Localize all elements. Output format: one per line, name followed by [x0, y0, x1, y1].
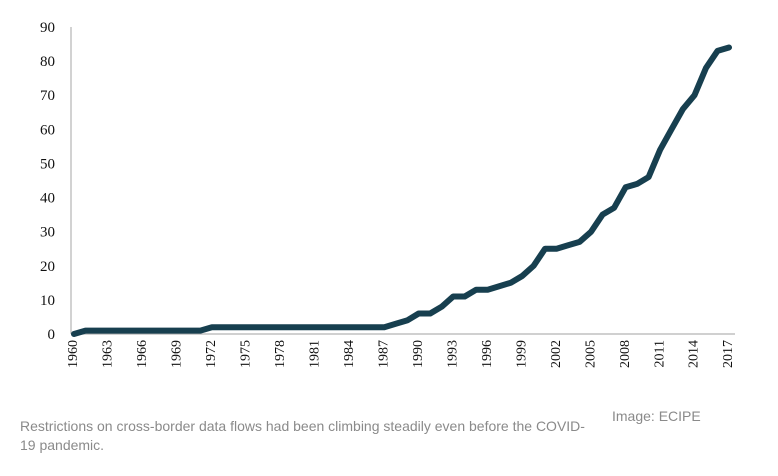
x-tick-label: 1963 — [101, 340, 116, 368]
y-tick-label: 60 — [40, 122, 55, 138]
y-tick-label: 70 — [40, 88, 55, 104]
y-tick-label: 40 — [40, 191, 55, 207]
y-tick-label: 80 — [40, 54, 55, 70]
x-tick-label: 1987 — [376, 340, 391, 368]
y-tick-label: 50 — [40, 156, 55, 172]
series-line — [71, 44, 732, 337]
x-tick-label: 1966 — [135, 340, 150, 368]
x-tick-label: 1972 — [204, 340, 219, 368]
x-tick-label: 1984 — [342, 340, 357, 368]
x-tick-label: 1996 — [480, 340, 495, 368]
x-tick-label: 1978 — [273, 340, 288, 368]
x-tick-label: 2002 — [549, 340, 564, 368]
x-tick-label: 2017 — [721, 340, 736, 368]
y-tick-label: 90 — [40, 20, 55, 36]
x-tick-label: 2011 — [652, 340, 667, 367]
y-tick-labels: 0 10 20 30 40 50 60 70 80 90 — [40, 20, 55, 343]
image-credit: Image: ECIPE — [612, 408, 701, 424]
y-tick-label: 20 — [40, 259, 55, 275]
x-tick-label: 1975 — [239, 340, 254, 368]
x-tick-label: 1960 — [66, 340, 81, 368]
x-tick-label: 2014 — [687, 340, 702, 368]
figure-caption: Restrictions on cross-border data flows … — [20, 418, 585, 453]
x-tick-label: 1969 — [170, 340, 185, 368]
x-tick-label: 1990 — [411, 340, 426, 368]
y-tick-label: 0 — [48, 327, 56, 343]
x-tick-label: 2008 — [618, 340, 633, 368]
x-tick-label: 2005 — [583, 340, 598, 368]
x-tick-label: 1999 — [514, 340, 529, 368]
y-tick-label: 30 — [40, 225, 55, 241]
x-tick-label: 1981 — [308, 340, 323, 368]
line-chart: 0 10 20 30 40 50 60 70 80 90 1960 1963 1966 1969 1972… — [40, 20, 736, 368]
y-tick-label: 10 — [40, 293, 55, 309]
x-tick-labels: 1960 1963 1966 1969 1972 1975 1978 1981 1984 1987… — [66, 340, 736, 368]
x-tick-label: 1993 — [445, 340, 460, 368]
